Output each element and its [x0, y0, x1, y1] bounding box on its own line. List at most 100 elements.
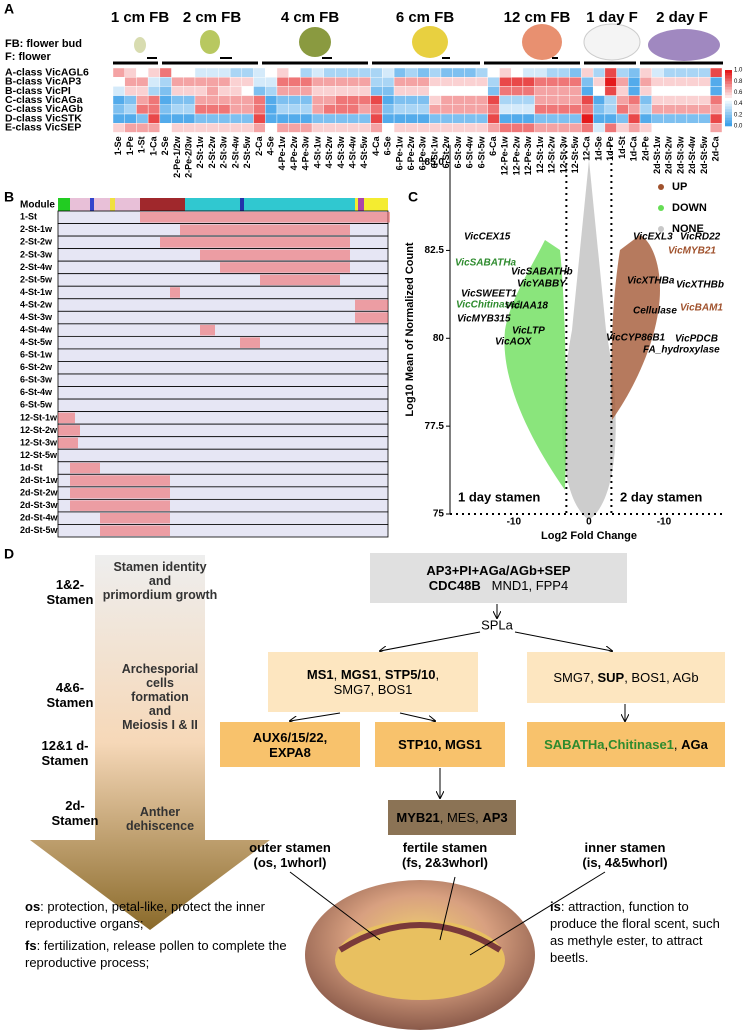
heat-cell [288, 95, 301, 105]
heatmap-row [57, 411, 389, 425]
colorbar-segment [725, 100, 732, 104]
heat-cell [382, 104, 395, 115]
heat-cell [288, 104, 301, 115]
heat-cell [464, 86, 477, 96]
colorbar-segment [725, 112, 732, 116]
box-text: , MES, [439, 810, 483, 825]
sample-label: 4-St-5w [359, 135, 369, 168]
panel-label: A [4, 1, 14, 17]
x-axis-title: Log2 Fold Change [541, 530, 637, 542]
heat-cell [288, 67, 301, 78]
heat-cell [183, 113, 196, 124]
colorbar-tick: 0.2 [734, 112, 743, 118]
box-text: AGa [681, 737, 708, 752]
heat-cell [698, 122, 711, 133]
heat-cell [440, 86, 453, 96]
sample-label: 6-St-4w [465, 135, 475, 168]
heat-cell [417, 67, 430, 78]
heat-cell [206, 76, 219, 87]
heat-cell [663, 86, 676, 96]
colorbar-tick: 1.0 [734, 68, 743, 74]
heat-cell [686, 76, 699, 87]
sample-label: 1-Se [113, 136, 123, 155]
heat-cell [405, 104, 418, 115]
heat-cell [522, 104, 535, 115]
gene-label: C-class VicAGa [5, 94, 83, 106]
gene-box: AUX6/15/22, EXPA8 [220, 722, 360, 767]
box-text: MS1 [306, 667, 334, 682]
heat-cell [276, 67, 289, 78]
sample-label: 2-St-5w [242, 135, 252, 168]
whorl-label: outer stamen (os, 1whorl) [249, 840, 331, 870]
legend-marker [658, 226, 664, 232]
heatmap-row [57, 323, 389, 337]
heat-cell [628, 76, 641, 87]
sample-label: 1d-St [617, 136, 627, 159]
gene-annotation: VicSABATHb [511, 267, 573, 278]
heat-cell [323, 67, 336, 78]
whorl-label: fertile stamen (fs, 2&3whorl) [402, 840, 488, 870]
box-text: SMG7, [553, 670, 598, 685]
heat-cell [241, 76, 254, 87]
heat-cell [651, 86, 664, 96]
heat-cell [382, 113, 395, 124]
legend-label: UP [672, 181, 687, 193]
gene-annotation: VicSABATHa [455, 258, 517, 269]
row-label: 2-St-3w [20, 249, 53, 259]
heat-cell [452, 122, 465, 133]
box-text: MYB21 [396, 810, 440, 825]
heat-cell [686, 104, 699, 115]
gene-annotation: VicMYB315 [457, 314, 511, 325]
heat-cell [218, 122, 231, 133]
heat-cell [651, 122, 664, 133]
heatmap-block [70, 500, 170, 511]
heat-cell [592, 67, 606, 78]
heat-cell [452, 95, 465, 105]
row-label: 4-St-3w [20, 312, 53, 322]
heat-cell [347, 122, 360, 133]
heat-cell [276, 104, 289, 115]
heat-cell [218, 67, 231, 78]
heat-cell [651, 67, 664, 78]
heat-cell [522, 67, 535, 78]
colorbar-segment [725, 86, 732, 90]
sample-label: 2d-St-2w [664, 135, 674, 174]
gene-box: SMG7, SUP, BOS1, AGb [527, 652, 725, 703]
heat-cell [112, 113, 125, 124]
heat-cell [510, 113, 524, 124]
heat-cell [194, 122, 207, 133]
heat-cell [534, 86, 547, 96]
heat-cell [663, 95, 676, 105]
heat-cell [628, 104, 641, 115]
heat-cell [510, 67, 524, 78]
note-text: : attraction, function to produce the fl… [550, 899, 720, 965]
gene-box: AP3+PI+AGa/AGb+SEP CDC48B MND1, FPP4 [370, 553, 627, 603]
legend-label: DOWN [672, 202, 707, 214]
gene-annotation: VicBAM1 [680, 303, 723, 314]
heat-cell [241, 122, 254, 133]
heat-cell [358, 86, 371, 96]
heat-cell [487, 67, 500, 78]
heat-cell [487, 113, 500, 124]
heat-cell [429, 67, 442, 78]
colorbar-tick: 0.8 [734, 79, 743, 85]
box-line: SMG7, BOS1 [334, 682, 413, 697]
heat-cell [499, 76, 512, 87]
heat-cell [370, 104, 383, 115]
heatmap-block [100, 525, 170, 536]
heat-cell [335, 113, 348, 124]
heat-cell [639, 95, 652, 105]
gene-annotation: VicEXL3 [633, 232, 673, 243]
sample-label: 2-Ca [254, 135, 264, 156]
heat-cell [710, 86, 723, 96]
heat-cell [557, 86, 570, 96]
heat-cell [393, 95, 406, 105]
heat-cell [323, 122, 336, 133]
heat-cell [487, 122, 500, 133]
heat-cell [616, 113, 629, 124]
gene-box: SABATHa,Chitinase1, AGa [527, 722, 725, 767]
module-bar [58, 198, 388, 211]
heat-cell [628, 113, 641, 124]
box-text: AP3+PI+AGa/AGb+SEP [426, 563, 571, 578]
heatmap-block [70, 475, 170, 486]
